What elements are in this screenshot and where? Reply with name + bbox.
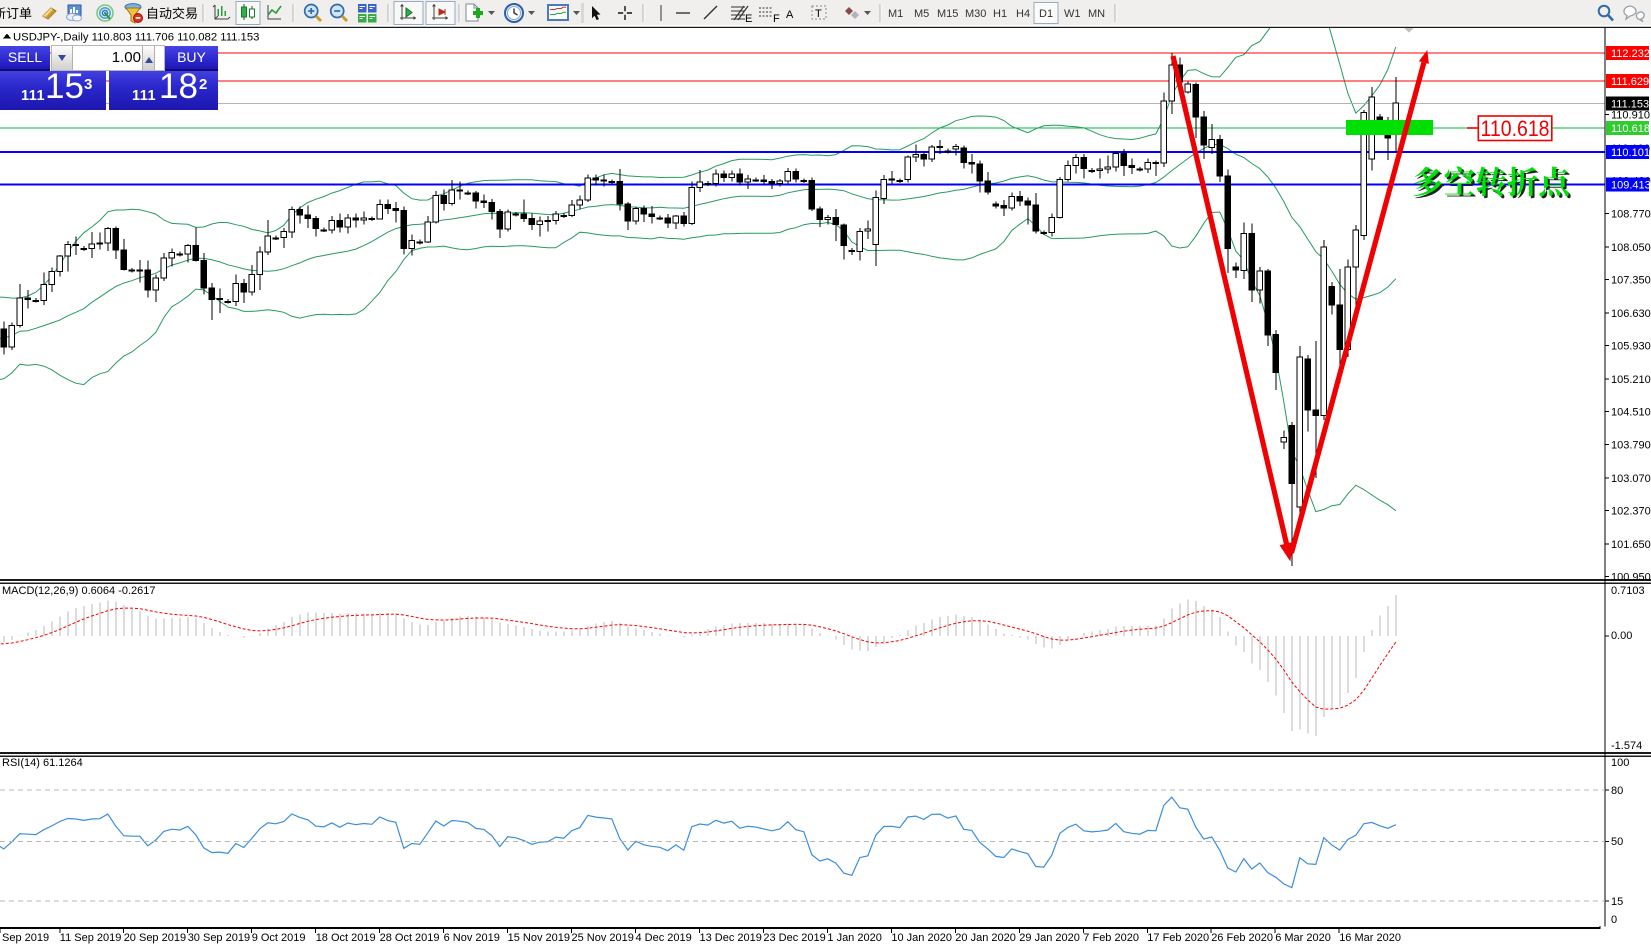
svg-text:20 Jan 2020: 20 Jan 2020: [955, 932, 1016, 944]
svg-text:0.00: 0.00: [1611, 630, 1632, 642]
svg-text:15: 15: [1611, 896, 1623, 908]
svg-text:M15: M15: [937, 8, 958, 20]
svg-text:112.232: 112.232: [1611, 48, 1650, 60]
svg-text:6 Nov 2019: 6 Nov 2019: [444, 932, 500, 944]
svg-text:108.770: 108.770: [1611, 209, 1651, 221]
svg-text:H4: H4: [1016, 8, 1030, 20]
svg-text:T: T: [815, 8, 822, 20]
svg-text:0: 0: [1611, 914, 1617, 926]
svg-text:29 Jan 2020: 29 Jan 2020: [1019, 932, 1080, 944]
svg-text:102.370: 102.370: [1611, 506, 1651, 518]
svg-text:110.910: 110.910: [1611, 109, 1650, 121]
svg-text:Sep 2019: Sep 2019: [2, 932, 49, 944]
svg-text:50: 50: [1611, 836, 1623, 848]
svg-text:26 Feb 2020: 26 Feb 2020: [1211, 932, 1273, 944]
svg-text:103.070: 103.070: [1611, 473, 1651, 485]
svg-text:106.630: 106.630: [1611, 308, 1651, 320]
svg-text:M1: M1: [888, 8, 903, 20]
svg-text:A: A: [786, 9, 794, 21]
svg-text:109.413: 109.413: [1611, 180, 1651, 192]
svg-text:USDJPY-,Daily 110.803 111.706: USDJPY-,Daily 110.803 111.706 110.082 11…: [13, 32, 259, 44]
svg-text:D1: D1: [1039, 8, 1053, 20]
svg-text:MN: MN: [1088, 8, 1105, 20]
svg-text:6 Mar 2020: 6 Mar 2020: [1275, 932, 1331, 944]
svg-text:108.050: 108.050: [1611, 242, 1651, 254]
svg-text:13 Dec 2019: 13 Dec 2019: [700, 932, 762, 944]
svg-text:RSI(14) 61.1264: RSI(14) 61.1264: [2, 757, 83, 769]
svg-text:E: E: [745, 13, 752, 25]
svg-text:104.510: 104.510: [1611, 406, 1651, 418]
svg-text:0.7103: 0.7103: [1611, 585, 1645, 597]
svg-text:18 Oct 2019: 18 Oct 2019: [316, 932, 376, 944]
svg-text:107.350: 107.350: [1611, 275, 1651, 287]
svg-text:1 Jan 2020: 1 Jan 2020: [827, 932, 881, 944]
svg-text:110.618: 110.618: [1481, 116, 1550, 141]
svg-text:101.650: 101.650: [1611, 539, 1651, 551]
svg-text:15 Nov 2019: 15 Nov 2019: [508, 932, 570, 944]
svg-text:30 Sep 2019: 30 Sep 2019: [188, 932, 250, 944]
svg-text:23 Dec 2019: 23 Dec 2019: [763, 932, 825, 944]
svg-text:10 Jan 2020: 10 Jan 2020: [891, 932, 952, 944]
svg-text:105.210: 105.210: [1611, 374, 1651, 386]
svg-text:F: F: [773, 13, 780, 25]
svg-text:17 Feb 2020: 17 Feb 2020: [1147, 932, 1209, 944]
svg-text:103.790: 103.790: [1611, 440, 1651, 452]
svg-text:M30: M30: [965, 8, 986, 20]
svg-text:-1.574: -1.574: [1611, 740, 1642, 752]
svg-text:H1: H1: [993, 8, 1007, 20]
svg-text:100.950: 100.950: [1611, 572, 1651, 584]
svg-text:80: 80: [1611, 785, 1623, 797]
svg-text:111.629: 111.629: [1611, 76, 1649, 88]
svg-text:M5: M5: [914, 8, 929, 20]
svg-text:105.930: 105.930: [1611, 340, 1651, 352]
svg-text:100: 100: [1611, 757, 1629, 769]
svg-text:28 Oct 2019: 28 Oct 2019: [380, 932, 440, 944]
svg-text:9 Oct 2019: 9 Oct 2019: [252, 932, 306, 944]
svg-text:110.101: 110.101: [1611, 147, 1650, 159]
svg-text:20 Sep 2019: 20 Sep 2019: [124, 932, 186, 944]
svg-text:25 Nov 2019: 25 Nov 2019: [572, 932, 634, 944]
svg-text:4 Dec 2019: 4 Dec 2019: [636, 932, 692, 944]
svg-text:110.618: 110.618: [1611, 123, 1650, 135]
svg-text:W1: W1: [1064, 8, 1081, 20]
svg-text:MACD(12,26,9) 0.6064 -0.2617: MACD(12,26,9) 0.6064 -0.2617: [2, 585, 155, 597]
svg-text:7 Feb 2020: 7 Feb 2020: [1083, 932, 1139, 944]
svg-text:16 Mar 2020: 16 Mar 2020: [1339, 932, 1401, 944]
svg-text:111.153: 111.153: [1611, 98, 1649, 110]
svg-text:11 Sep 2019: 11 Sep 2019: [60, 932, 122, 944]
